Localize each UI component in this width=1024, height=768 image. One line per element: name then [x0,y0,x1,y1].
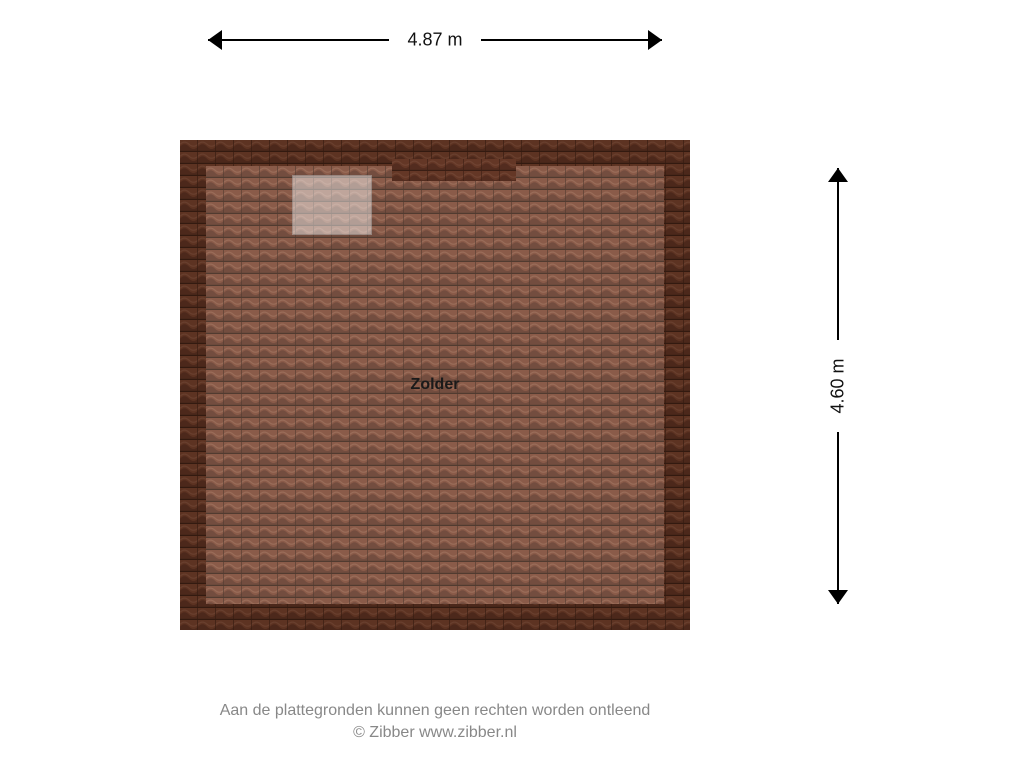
dimension-right-arrow-top [828,168,848,182]
dimension-top-label: 4.87 m [407,30,462,51]
disclaimer-text: Aan de plattegronden kunnen geen rechten… [220,700,651,743]
top-opening [392,159,516,181]
dimension-top-arrow-right [648,30,662,50]
dimension-top-line-left [208,39,389,41]
room-label: Zolder [411,376,460,394]
dimension-top-line-right [481,39,662,41]
dimension-top-arrow-left [208,30,222,50]
dimension-right-label: 4.60 m [828,358,849,413]
disclaimer-line1: Aan de plattegronden kunnen geen rechten… [220,702,651,719]
dimension-right-line-top [837,168,839,340]
skylight [292,175,372,235]
floorplan-stage: Zolder 4.87 m 4.60 m Aan de plattegronde… [0,0,1024,768]
disclaimer-line2: © Zibber www.zibber.nl [353,724,517,741]
dimension-right-line-bottom [837,432,839,604]
dimension-right-arrow-bottom [828,590,848,604]
